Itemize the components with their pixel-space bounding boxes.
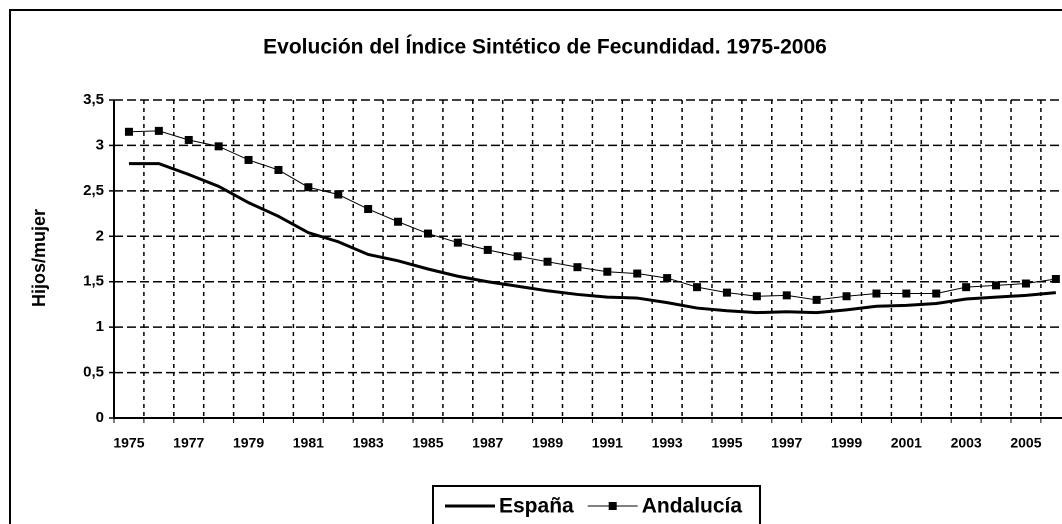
y-axis-label: Hijos/mujer bbox=[29, 209, 49, 307]
x-tick-label: 2005 bbox=[1010, 435, 1041, 451]
series-marker bbox=[513, 252, 522, 261]
series-marker bbox=[722, 288, 731, 297]
series-marker bbox=[244, 155, 253, 164]
chart-title: Evolución del Índice Sintético de Fecund… bbox=[263, 36, 827, 59]
series-marker bbox=[842, 292, 851, 301]
x-tick-label: 1985 bbox=[412, 435, 443, 451]
y-tick-label: 3 bbox=[96, 136, 104, 153]
x-tick-label: 1987 bbox=[472, 435, 503, 451]
legend-label: Andalucía bbox=[642, 495, 743, 518]
series-marker bbox=[992, 281, 1001, 290]
y-tick-label: 3,5 bbox=[83, 91, 104, 108]
series-marker bbox=[782, 291, 791, 300]
x-tick-label: 1975 bbox=[113, 435, 144, 451]
series-marker bbox=[902, 289, 911, 298]
series-marker bbox=[334, 190, 343, 199]
chart-border bbox=[9, 9, 1062, 524]
x-tick-label: 2001 bbox=[891, 435, 922, 451]
x-tick-label: 1993 bbox=[652, 435, 683, 451]
x-tick-label: 1979 bbox=[233, 435, 264, 451]
series-marker bbox=[693, 283, 702, 292]
y-tick-label: 0,5 bbox=[83, 364, 104, 381]
series-marker bbox=[184, 135, 193, 144]
series-marker bbox=[394, 217, 403, 226]
y-tick-label: 1 bbox=[96, 318, 104, 335]
series-marker bbox=[124, 127, 133, 136]
series-marker bbox=[752, 292, 761, 301]
y-tick-label: 0 bbox=[96, 409, 104, 426]
series-marker bbox=[872, 289, 881, 298]
series-line bbox=[128, 130, 1056, 301]
series-marker bbox=[1021, 279, 1030, 288]
x-tick-label: 1989 bbox=[532, 435, 563, 451]
series-marker bbox=[364, 205, 373, 214]
x-tick-label: 2003 bbox=[951, 435, 982, 451]
series-marker bbox=[154, 126, 163, 135]
x-tick-label: 1995 bbox=[711, 435, 742, 451]
x-tick-label: 1991 bbox=[592, 435, 623, 451]
series-marker bbox=[423, 229, 432, 238]
series-marker bbox=[1051, 274, 1060, 283]
series-marker bbox=[812, 295, 821, 304]
series-marker bbox=[573, 263, 582, 272]
y-tick-label: 1,5 bbox=[83, 273, 104, 290]
series-marker bbox=[962, 283, 971, 292]
y-tick-label: 2 bbox=[96, 227, 104, 244]
series-marker bbox=[274, 165, 283, 174]
series-line bbox=[128, 162, 1056, 315]
x-tick-label: 1983 bbox=[353, 435, 384, 451]
series-marker bbox=[304, 183, 313, 192]
x-tick-label: 1977 bbox=[173, 435, 204, 451]
series-marker bbox=[453, 238, 462, 247]
series-marker bbox=[483, 245, 492, 254]
x-tick-label: 1981 bbox=[293, 435, 324, 451]
legend-marker bbox=[608, 502, 617, 510]
x-tick-label: 1999 bbox=[831, 435, 862, 451]
legend-label: España bbox=[499, 495, 574, 518]
series-marker bbox=[932, 289, 941, 298]
series-marker bbox=[663, 274, 672, 283]
series-marker bbox=[633, 269, 642, 278]
series-marker bbox=[543, 257, 552, 266]
x-tick-label: 1997 bbox=[771, 435, 802, 451]
series-marker bbox=[603, 267, 612, 276]
series-marker bbox=[214, 142, 223, 151]
y-tick-label: 2,5 bbox=[83, 182, 104, 199]
